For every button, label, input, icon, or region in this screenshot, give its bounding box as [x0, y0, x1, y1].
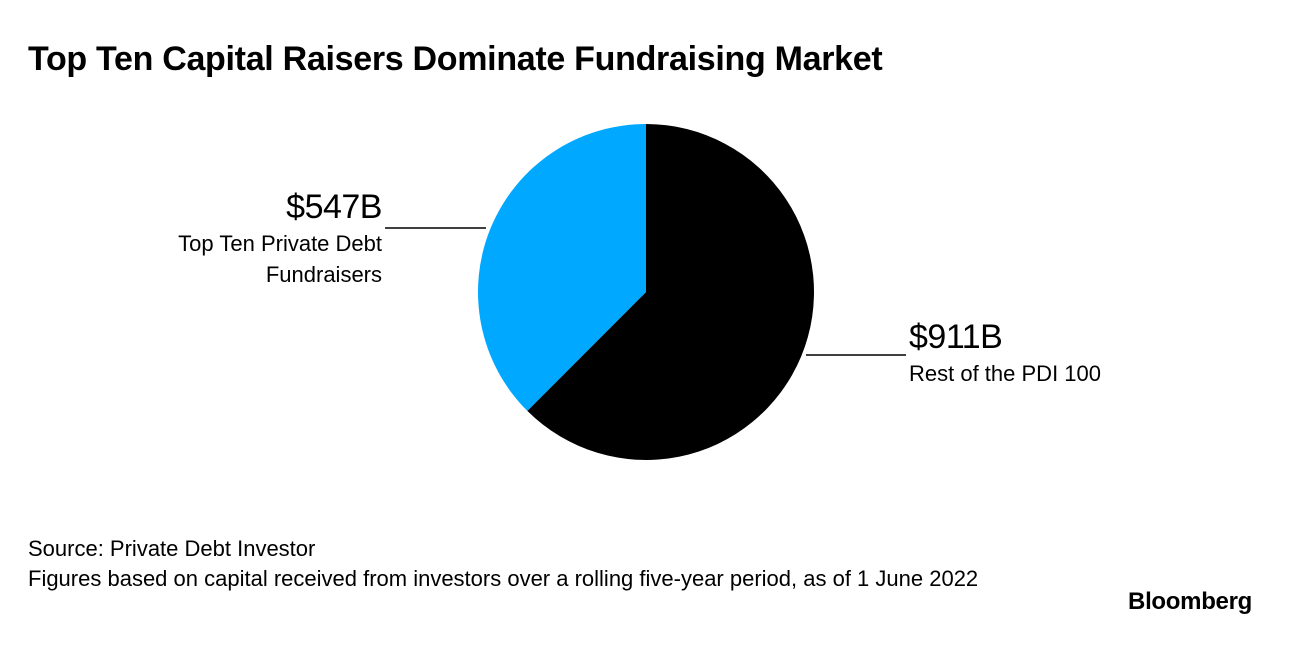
slice-name-top-ten: Top Ten Private Debt Fundraisers: [122, 228, 382, 290]
methodology-note: Figures based on capital received from i…: [28, 564, 1028, 594]
chart-footer: Source: Private Debt Investor Figures ba…: [28, 534, 1028, 594]
slice-label-top-ten: $547B Top Ten Private Debt Fundraisers: [122, 190, 382, 290]
slice-label-rest: $911B Rest of the PDI 100: [909, 320, 1101, 389]
source-note: Source: Private Debt Investor: [28, 534, 1028, 564]
slice-name-rest: Rest of the PDI 100: [909, 358, 1101, 389]
slice-value-rest: $911B: [909, 320, 1101, 354]
bloomberg-logo: Bloomberg: [1128, 588, 1252, 616]
slice-value-top-ten: $547B: [122, 190, 382, 224]
